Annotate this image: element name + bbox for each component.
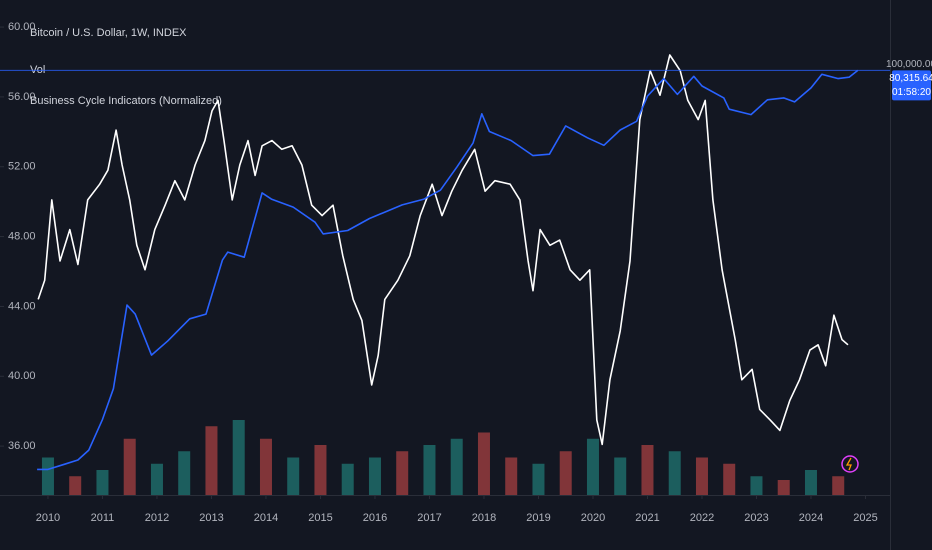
x-tick-label: 2015 xyxy=(308,512,332,524)
volume-bar xyxy=(96,470,109,495)
volume-bar xyxy=(477,432,490,495)
x-tick-label: 2012 xyxy=(145,512,169,524)
y-tick-label: 48.00 xyxy=(8,230,36,242)
y-tick-label: 40.00 xyxy=(8,370,36,382)
legend-volume: Vol xyxy=(30,64,45,76)
volume-bar xyxy=(668,451,681,495)
event-icon-bolt xyxy=(845,457,852,471)
x-tick-label: 2018 xyxy=(472,512,496,524)
volume-bar xyxy=(641,445,654,495)
x-tick-label: 2021 xyxy=(635,512,659,524)
volume-bar xyxy=(41,457,54,495)
x-tick-label: 2016 xyxy=(363,512,387,524)
legend-indicator: Business Cycle Indicators (Normalized) xyxy=(30,95,222,107)
series-line xyxy=(37,69,859,471)
y2-tick-label: 100,000.00 xyxy=(886,59,932,70)
volume-bar xyxy=(123,438,136,495)
series-line xyxy=(37,54,849,446)
y-tick-label: 36.00 xyxy=(8,440,36,452)
volume-bar xyxy=(723,463,736,495)
volume-bar xyxy=(178,451,191,495)
price-label-box xyxy=(892,70,931,101)
volume-bar xyxy=(505,457,518,495)
x-tick-label: 2011 xyxy=(91,512,115,524)
volume-bar xyxy=(396,451,409,495)
x-tick-label: 2014 xyxy=(254,512,278,524)
x-tick-label: 2024 xyxy=(799,512,823,524)
event-icon[interactable] xyxy=(841,455,859,473)
volume-bar xyxy=(341,463,354,495)
x-tick-label: 2010 xyxy=(36,512,60,524)
volume-bar xyxy=(832,476,845,495)
y-tick-label: 56.00 xyxy=(8,91,36,103)
x-tick-label: 2022 xyxy=(690,512,714,524)
volume-bar xyxy=(559,451,572,495)
volume-bar xyxy=(205,426,218,495)
x-tick-label: 2019 xyxy=(526,512,550,524)
volume-bar xyxy=(586,438,599,495)
volume-bar xyxy=(614,457,627,495)
x-tick-label: 2017 xyxy=(417,512,441,524)
volume-bar xyxy=(804,470,817,495)
volume-bar xyxy=(232,420,245,495)
x-tick-label: 2025 xyxy=(853,512,877,524)
y-tick-label: 60.00 xyxy=(8,21,36,33)
marks: 2010 2011 2012 2013 2014 2015 2016 2017 2018 2019… xyxy=(0,21,932,524)
x-tick-label: 2020 xyxy=(581,512,605,524)
x-tick-label: 2013 xyxy=(199,512,223,524)
countdown: 01:58:20 xyxy=(892,87,931,98)
volume-bar xyxy=(150,463,163,495)
volume-bar xyxy=(532,463,545,495)
volume-bar xyxy=(259,438,272,495)
volume-bar xyxy=(695,457,708,495)
volume-bar xyxy=(750,476,763,495)
volume-bar xyxy=(450,438,463,495)
y-tick-label: 44.00 xyxy=(8,300,36,312)
volume-bar xyxy=(69,476,82,495)
volume-bar xyxy=(287,457,300,495)
volume-bar xyxy=(777,480,790,495)
x-tick-label: 2023 xyxy=(744,512,768,524)
price-label: 80,315.64 xyxy=(889,73,932,84)
volume-bar xyxy=(423,445,436,495)
legend-symbol: Bitcoin / U.S. Dollar, 1W, INDEX xyxy=(30,27,187,39)
y-tick-label: 52.00 xyxy=(8,161,36,173)
volume-bar xyxy=(314,445,327,495)
volume-bar xyxy=(368,457,381,495)
